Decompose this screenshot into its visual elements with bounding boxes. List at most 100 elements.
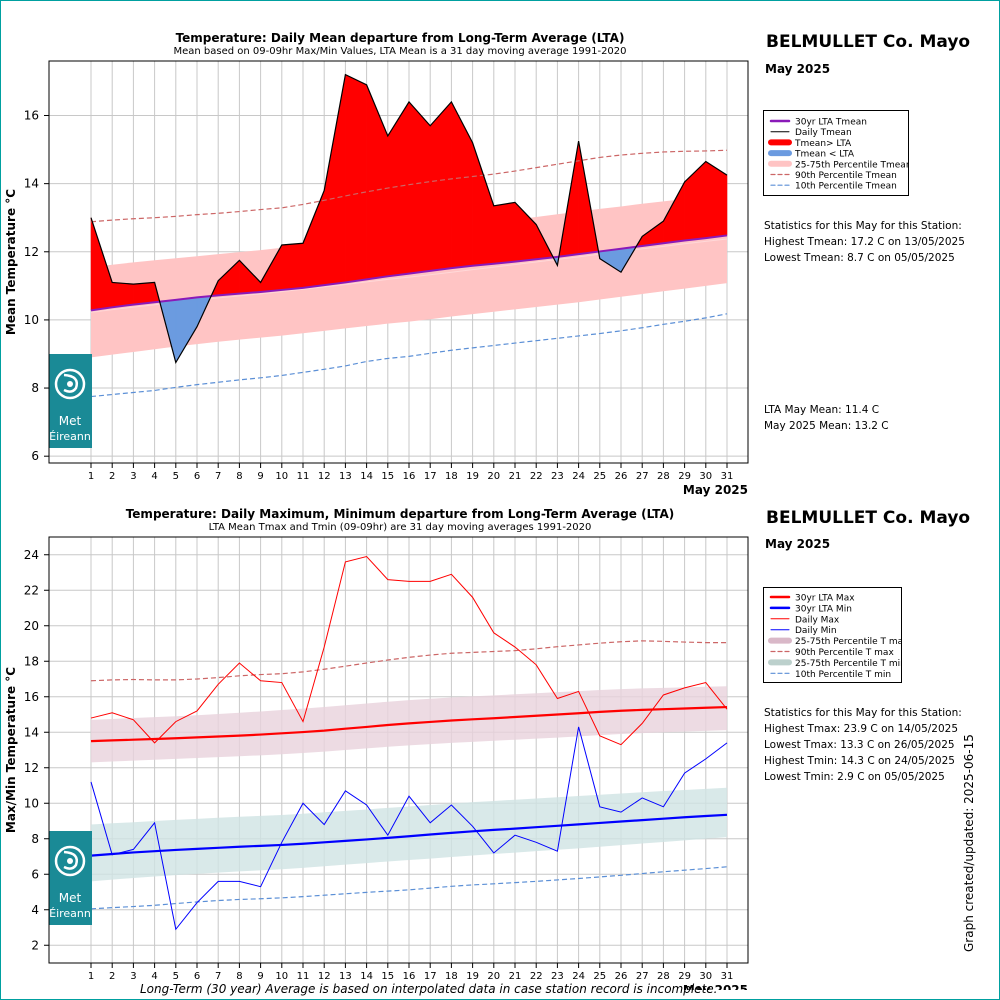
y-tick-label: 12 — [24, 245, 39, 259]
x-tick-label: 27 — [636, 971, 649, 982]
x-tick-label: 20 — [487, 471, 500, 482]
x-tick-label: 24 — [572, 471, 585, 482]
y-axis-label: Mean Temperature °C — [4, 189, 18, 335]
x-tick-label: 2 — [109, 971, 115, 982]
x-tick-label: 25 — [593, 471, 606, 482]
x-axis-label: May 2025 — [683, 983, 748, 990]
series-line-90th-percentile — [90, 149, 728, 223]
x-tick-label: 30 — [699, 971, 712, 982]
x-tick-label: 13 — [339, 471, 352, 482]
x-tick-label: 17 — [424, 971, 437, 982]
logo-swirl-inner — [63, 850, 78, 870]
x-tick-label: 28 — [657, 471, 670, 482]
y-tick-label: 12 — [24, 761, 39, 775]
legend-label: 90th Percentile T max — [795, 648, 894, 658]
fill-above-lta — [281, 242, 304, 291]
y-tick-label: 22 — [24, 583, 39, 597]
series-line-daily-min — [90, 726, 728, 931]
x-tick-label: 31 — [721, 971, 734, 982]
x-tick-label: 9 — [257, 971, 263, 982]
fill-above-lta — [408, 101, 431, 274]
x-tick-label: 10 — [275, 471, 288, 482]
logo-swirl-outer — [54, 368, 86, 400]
x-tick-label: 23 — [551, 471, 564, 482]
x-tick-label: 25 — [593, 971, 606, 982]
x-tick-label: 1 — [88, 471, 94, 482]
x-tick-label: 29 — [678, 471, 691, 482]
x-tick-label: 6 — [194, 971, 200, 982]
plot-frame — [48, 536, 749, 964]
legend-label: Daily Min — [795, 626, 837, 636]
fill-above-lta — [493, 202, 516, 264]
fill-below-lta — [175, 297, 198, 364]
stat-lowest-tmin: Lowest Tmin: 2.9 C on 05/05/2025 — [764, 771, 945, 783]
x-tick-label: 21 — [509, 471, 522, 482]
legend-label: Tmean < LTA — [794, 150, 855, 160]
x-tick-label: 19 — [466, 971, 479, 982]
logo-text-met: Met — [59, 891, 82, 905]
series-line-lta-min — [90, 813, 728, 857]
fill-above-lta — [366, 84, 389, 280]
x-tick-label: 4 — [151, 971, 157, 982]
legend-label: 90th Percentile Tmean — [795, 171, 897, 181]
stat-lowest-tmax: Lowest Tmax: 13.3 C on 26/05/2025 — [764, 739, 955, 751]
y-tick-label: 16 — [24, 690, 39, 704]
legend-label: 25-75th Percentile T min — [795, 659, 902, 669]
logo-text-met: Met — [59, 414, 82, 428]
x-tick-label: 26 — [615, 471, 628, 482]
legend-label: 10th Percentile Tmean — [795, 182, 897, 192]
fill-above-lta — [302, 190, 325, 289]
legend-label: Daily Tmean — [795, 128, 852, 138]
y-tick-label: 10 — [24, 796, 39, 810]
x-tick-label: 7 — [215, 971, 221, 982]
y-tick-label: 24 — [24, 548, 39, 562]
x-tick-label: 9 — [257, 471, 263, 482]
legend-label: 30yr LTA Max — [795, 594, 855, 604]
x-tick-label: 4 — [151, 471, 157, 482]
x-tick-label: 24 — [572, 971, 585, 982]
month-label-top: May 2025 — [765, 62, 831, 76]
logo-swirl-outer — [54, 845, 86, 877]
chart-title: Temperature: Daily Maximum, Minimum depa… — [126, 507, 675, 521]
fill-above-lta — [345, 74, 367, 283]
series-line-10th-percentile — [90, 313, 728, 398]
logo-text-eireann: Éireann — [49, 907, 91, 920]
chart-subtitle: Mean based on 09-09hr Max/Min Values, LT… — [173, 46, 626, 57]
x-tick-label: 2 — [109, 471, 115, 482]
x-axis-label: May 2025 — [683, 483, 748, 497]
x-tick-label: 12 — [318, 471, 331, 482]
fill-above-lta — [387, 101, 410, 277]
x-tick-label: 15 — [381, 971, 394, 982]
logo-text-eireann: Éireann — [49, 430, 91, 443]
series-line-10th-percentile-tmin — [90, 866, 728, 910]
fill-above-lta — [133, 282, 155, 305]
logo-swirl-center — [67, 858, 73, 864]
plot-frame — [48, 60, 749, 464]
x-tick-label: 6 — [194, 471, 200, 482]
series-line-daily-max — [90, 555, 728, 746]
graph-updated-date: Graph created/updated: 2025-06-15 — [962, 734, 976, 952]
x-tick-label: 8 — [236, 471, 242, 482]
x-tick-label: 11 — [297, 971, 310, 982]
x-tick-label: 28 — [657, 971, 670, 982]
chart-title: Temperature: Daily Mean departure from L… — [176, 31, 625, 45]
y-tick-label: 14 — [24, 725, 39, 739]
stat-month-mean: May 2025 Mean: 13.2 C — [764, 420, 889, 432]
stat-highest-tmax: Highest Tmax: 23.9 C on 14/05/2025 — [764, 723, 959, 735]
met-eireann-logo: Met Éireann — [49, 354, 92, 448]
x-tick-label: 19 — [466, 471, 479, 482]
y-tick-label: 8 — [31, 832, 39, 846]
legend-label: 25-75th Percentile T max — [795, 637, 902, 647]
stat-highest-tmean: Highest Tmean: 17.2 C on 13/05/2025 — [764, 236, 965, 248]
fill-above-lta — [684, 160, 707, 241]
y-tick-label: 10 — [24, 313, 39, 327]
y-tick-label: 4 — [31, 903, 39, 917]
x-tick-label: 7 — [215, 471, 221, 482]
logo-swirl-center — [67, 381, 73, 387]
x-tick-label: 5 — [173, 471, 179, 482]
x-tick-label: 18 — [445, 471, 458, 482]
stat-lta-mean: LTA May Mean: 11.4 C — [764, 404, 880, 416]
legend-label: Daily Max — [795, 615, 840, 625]
